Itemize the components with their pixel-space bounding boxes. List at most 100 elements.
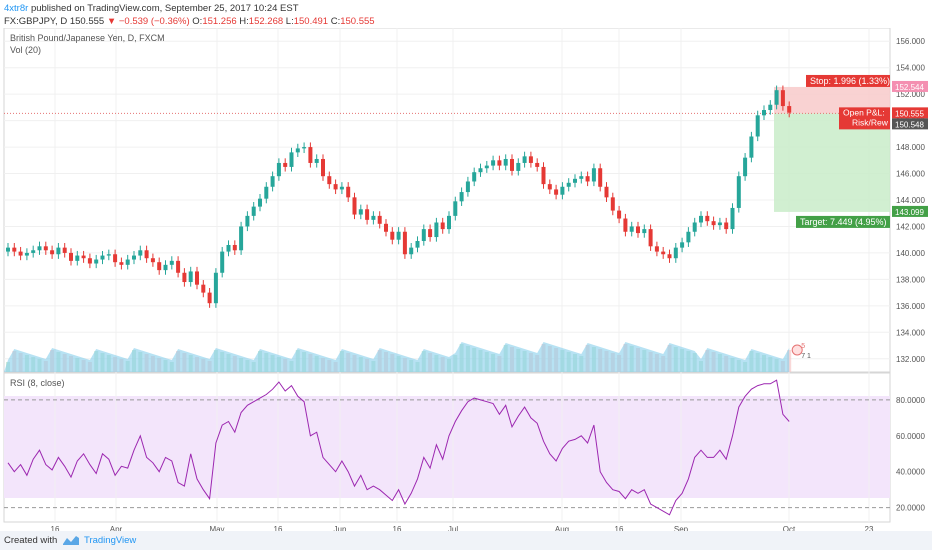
candle-body — [686, 231, 691, 243]
candle-body — [705, 215, 710, 222]
risk-reward-label: Risk/Rew — [852, 117, 889, 127]
axes-layer: 132.000 134.000 136.000 138.000 140.000 142.0… — [51, 37, 928, 531]
candle-body — [125, 259, 130, 265]
candle-body — [289, 152, 294, 167]
target-label: Target: 7.449 (4.95%) — [800, 217, 887, 227]
candle-body — [465, 181, 470, 193]
candle-body — [132, 255, 136, 260]
candle-body — [591, 168, 596, 182]
candle-body — [610, 197, 615, 211]
candle-body — [69, 252, 73, 261]
candle-body — [6, 247, 10, 252]
volume-indicator-label: Vol (20) — [10, 45, 41, 55]
rsi-band — [4, 396, 890, 498]
y-tick-label: 154.000 — [896, 64, 925, 73]
candle-body — [251, 206, 256, 216]
close-value: 150.555 — [340, 16, 375, 27]
candle-body — [37, 246, 42, 251]
candle-body — [774, 90, 779, 105]
candle-body — [18, 251, 23, 256]
candle-body — [113, 254, 118, 263]
candle-body — [24, 252, 29, 256]
candle-body — [604, 186, 609, 198]
rsi-layer — [4, 379, 890, 516]
y-tick-label: 152.000 — [896, 90, 925, 99]
x-tick-label: 16 — [393, 525, 402, 531]
candle-body — [787, 106, 792, 113]
y-tick-label: 140.000 — [896, 249, 925, 258]
candle-body — [138, 250, 143, 256]
candle-body — [213, 272, 218, 304]
candle-body — [314, 158, 319, 163]
high-value: 152.268 — [248, 16, 284, 27]
chart-area[interactable]: 57 1 132.000134.000136.000138.000140.000… — [0, 28, 932, 531]
rsi-tick-label: 20.0000 — [896, 504, 925, 513]
down-arrow-icon: ▼ — [106, 16, 117, 27]
candle-body — [579, 176, 584, 179]
candle-body — [428, 229, 433, 238]
candle-body — [75, 255, 80, 261]
created-with-text: Created with — [4, 535, 58, 546]
candle-body — [535, 162, 540, 167]
chart-title: British Pound/Japanese Yen, D, FXCM — [10, 33, 165, 43]
candle-body — [176, 260, 181, 273]
candle-body — [434, 222, 439, 238]
candle-body — [327, 176, 332, 185]
candle-body — [270, 176, 275, 187]
candle-body — [409, 247, 414, 255]
last-price-axis: 150.555 — [895, 109, 924, 118]
candle-body — [680, 242, 685, 248]
tradingview-brand[interactable]: TradingView — [84, 535, 137, 546]
rsi-line — [7, 379, 790, 516]
main-grid — [4, 28, 890, 522]
candle-body — [308, 147, 313, 163]
candle-body — [447, 215, 451, 230]
symbol-label[interactable]: FX:GBPJPY, D — [4, 16, 68, 27]
candle-body — [12, 247, 17, 252]
candle-body — [692, 222, 697, 232]
candle-body — [629, 226, 634, 232]
candle-body — [144, 250, 149, 259]
candle-body — [239, 226, 244, 251]
x-tick-label: 16 — [615, 525, 624, 531]
candle-body — [623, 218, 628, 232]
price-change: −0.539 (−0.36%) — [118, 16, 190, 27]
candle-body — [491, 160, 496, 166]
candle-body — [119, 262, 124, 265]
candle-body — [346, 186, 351, 198]
candle-body — [459, 192, 464, 202]
rsi-tick-label: 60.0000 — [896, 432, 925, 441]
candle-body — [743, 157, 748, 177]
high-label: H: — [239, 16, 249, 27]
candle-body — [472, 172, 477, 182]
last-price: 150.555 — [69, 16, 105, 27]
candle-body — [440, 222, 445, 230]
publish-line: 4xtr8r published on TradingView.com, Sep… — [4, 2, 299, 15]
candle-body — [528, 156, 533, 163]
candle-body — [755, 115, 760, 137]
candle-body — [402, 231, 407, 255]
volume-ma-area — [4, 342, 790, 372]
candle-body — [62, 247, 67, 253]
author-link[interactable]: 4xtr8r — [4, 3, 29, 14]
candle-body — [516, 162, 521, 171]
candle-body — [560, 186, 565, 195]
candle-body — [699, 215, 703, 223]
candle-body — [226, 244, 231, 252]
y-tick-label: 138.000 — [896, 275, 925, 284]
chart-header: 4xtr8r published on TradingView.com, Sep… — [0, 0, 932, 28]
low-value: 150.491 — [293, 16, 329, 27]
candle-body — [245, 215, 250, 227]
target-price: 143.099 — [895, 208, 924, 217]
candle-body — [396, 231, 401, 240]
y-tick-label: 142.000 — [896, 222, 925, 231]
candle-body — [201, 284, 206, 293]
candle-body — [478, 168, 483, 173]
last-price-badge — [892, 107, 928, 119]
stop-label: Stop: 1.996 (1.33%) — [810, 76, 890, 86]
entry-price: 150.548 — [895, 120, 924, 129]
candle-body — [730, 207, 735, 230]
candle-body — [547, 184, 552, 190]
candle-body — [661, 251, 666, 255]
candle-body — [81, 255, 86, 259]
